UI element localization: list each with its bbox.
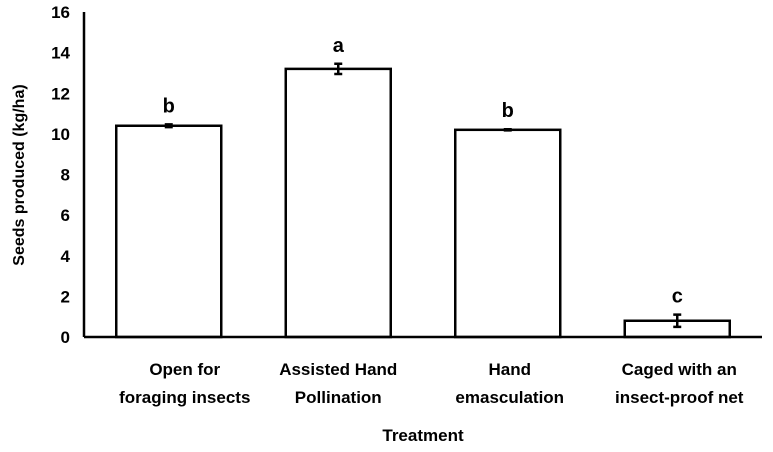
y-tick-label: 2 (61, 287, 70, 306)
x-tick-label: foraging insects (119, 388, 250, 407)
y-tick-label: 4 (61, 247, 71, 266)
significance-letter: b (502, 100, 514, 122)
y-tick-label: 6 (61, 206, 70, 225)
y-tick-label: 10 (51, 125, 70, 144)
x-tick-label: Open for (149, 360, 220, 379)
x-tick-label: emasculation (455, 388, 564, 407)
y-tick-label: 0 (61, 328, 70, 347)
x-tick-label: insect-proof net (615, 388, 744, 407)
error-bar (503, 127, 512, 132)
significance-letter: b (163, 95, 175, 117)
error-bar (334, 62, 343, 76)
y-tick-label: 14 (51, 44, 70, 63)
x-tick-label: Assisted Hand (279, 360, 397, 379)
x-tick-label: Hand (489, 360, 532, 379)
y-tick-label: 8 (61, 166, 70, 185)
y-axis-label: Seeds produced (kg/ha) (11, 84, 28, 265)
y-tick-label: 12 (51, 84, 70, 103)
bar (284, 67, 392, 339)
bar (454, 128, 562, 339)
bar (115, 124, 223, 339)
significance-letter: c (672, 286, 683, 308)
error-bar (673, 313, 682, 329)
x-axis-label: Treatment (382, 426, 464, 445)
y-tick-label: 16 (51, 3, 70, 22)
error-bar (164, 123, 173, 129)
significance-letter: a (333, 35, 345, 57)
x-tick-label: Pollination (295, 388, 382, 407)
x-tick-label: Caged with an (622, 360, 737, 379)
